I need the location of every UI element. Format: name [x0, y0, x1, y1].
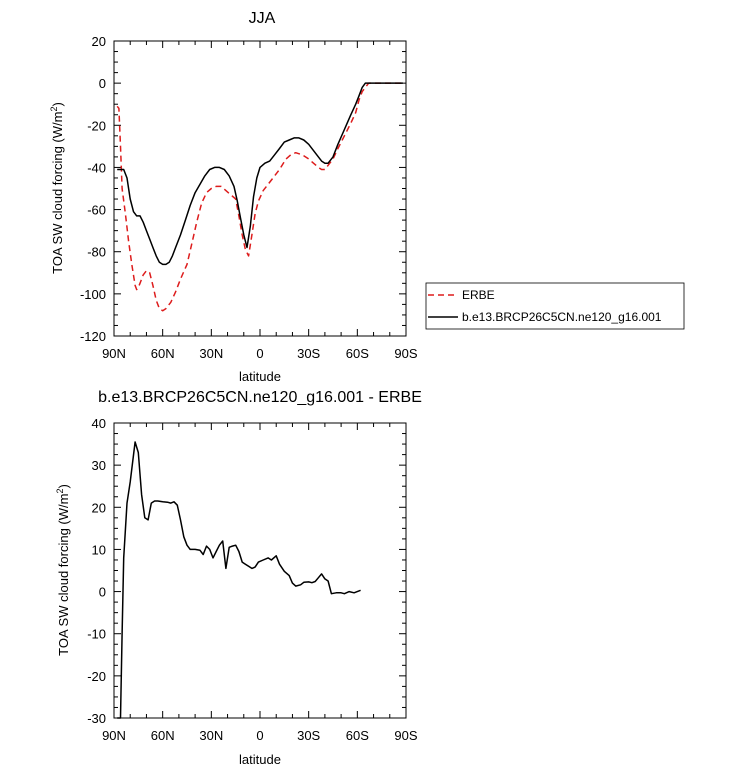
bottom-x-tick-label: 30N — [199, 728, 223, 743]
bottom-chart-title: b.e13.BRCP26C5CN.ne120_g16.001 - ERBE — [98, 389, 422, 406]
bottom-y-axis-label: TOA SW cloud forcing (W/m2) — [55, 484, 71, 656]
top-x-axis-label: latitude — [239, 369, 281, 384]
top-y-tick-label: -80 — [87, 245, 106, 260]
bottom-x-tick-label: 90S — [394, 728, 417, 743]
top-series-lines — [116, 82, 403, 312]
bottom-series-line-0 — [117, 441, 361, 719]
top-y-tick-label: 0 — [99, 76, 106, 91]
bottom-y-tick-label: 10 — [92, 542, 106, 557]
top-plot-frame — [113, 40, 407, 337]
top-ticks: 90N 60N 30N 0 30S 60S 90S 20 0 -20 -40 -60 -80 -100 -1… — [80, 34, 418, 361]
top-panel: JJA 90N 60N 30N 0 30S 60S 90S 20 0 -20 -40 -60 -80 -1… — [49, 10, 685, 384]
top-x-tick-label: 60N — [151, 346, 175, 361]
legend-label-erbe: ERBE — [462, 288, 495, 302]
top-x-tick-label: 30S — [297, 346, 320, 361]
top-y-axis-label: TOA SW cloud forcing (W/m2) — [49, 102, 65, 274]
top-x-tick-label: 90S — [394, 346, 417, 361]
bottom-y-tick-label: 0 — [99, 585, 106, 600]
top-x-tick-label: 90N — [102, 346, 126, 361]
bottom-x-axis-label: latitude — [239, 752, 281, 767]
bottom-panel: b.e13.BRCP26C5CN.ne120_g16.001 - ERBE 90… — [55, 389, 422, 767]
top-chart-title: JJA — [249, 10, 276, 27]
bottom-y-tick-label: -20 — [87, 669, 106, 684]
legend: ERBE b.e13.BRCP26C5CN.ne120_g16.001 — [425, 282, 685, 330]
bottom-x-tick-label: 90N — [102, 728, 126, 743]
bottom-x-tick-label: 0 — [256, 728, 263, 743]
bottom-ticks: 90N 60N 30N 0 30S 60S 90S 40 30 20 10 0 -10 -20 -30 — [87, 416, 418, 743]
bottom-plot-frame — [113, 422, 407, 719]
bottom-y-tick-label: 40 — [92, 416, 106, 431]
bottom-y-tick-label: -10 — [87, 627, 106, 642]
top-series-line-0 — [116, 82, 403, 312]
bottom-y-tick-label: -30 — [87, 711, 106, 726]
top-x-tick-label: 30N — [199, 346, 223, 361]
top-x-tick-label: 0 — [256, 346, 263, 361]
bottom-x-tick-label: 30S — [297, 728, 320, 743]
top-y-tick-label: -20 — [87, 118, 106, 133]
top-series-line-1 — [117, 82, 403, 266]
top-y-tick-label: -40 — [87, 160, 106, 175]
top-y-tick-label: 20 — [92, 34, 106, 49]
bottom-y-tick-label: 30 — [92, 458, 106, 473]
top-x-tick-label: 60S — [346, 346, 369, 361]
bottom-x-tick-label: 60N — [151, 728, 175, 743]
legend-label-model: b.e13.BRCP26C5CN.ne120_g16.001 — [462, 310, 662, 324]
top-y-tick-label: -100 — [80, 287, 106, 302]
top-y-tick-label: -60 — [87, 203, 106, 218]
legend-box — [425, 282, 685, 330]
top-y-tick-label: -120 — [80, 329, 106, 344]
bottom-series-lines — [117, 441, 361, 719]
bottom-y-tick-label: 20 — [92, 500, 106, 515]
bottom-x-tick-label: 60S — [346, 728, 369, 743]
